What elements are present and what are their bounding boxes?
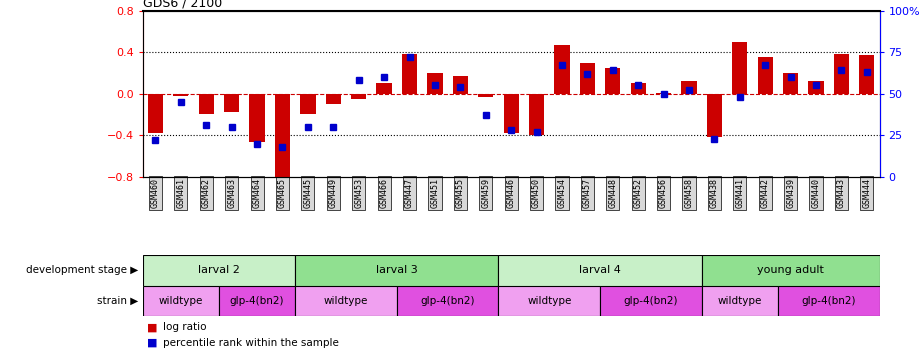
Bar xyxy=(326,94,341,104)
Bar xyxy=(529,94,544,135)
Bar xyxy=(143,286,219,316)
Bar xyxy=(296,255,498,286)
Text: strain ▶: strain ▶ xyxy=(97,296,138,306)
Text: glp-4(bn2): glp-4(bn2) xyxy=(624,296,678,306)
Bar xyxy=(402,54,417,94)
Text: wildtype: wildtype xyxy=(527,296,571,306)
Text: ■: ■ xyxy=(147,322,157,332)
Text: larval 4: larval 4 xyxy=(579,265,621,276)
Bar xyxy=(250,94,264,142)
Text: GDS6 / 2100: GDS6 / 2100 xyxy=(143,0,222,10)
Bar xyxy=(173,94,189,96)
Text: larval 3: larval 3 xyxy=(376,265,418,276)
Text: ■: ■ xyxy=(147,338,157,348)
Text: glp-4(bn2): glp-4(bn2) xyxy=(801,296,856,306)
Text: percentile rank within the sample: percentile rank within the sample xyxy=(163,338,339,348)
Bar xyxy=(600,286,702,316)
Bar xyxy=(199,94,214,115)
Bar xyxy=(631,83,646,94)
Text: development stage ▶: development stage ▶ xyxy=(26,265,138,276)
Bar xyxy=(732,42,748,94)
Text: wildtype: wildtype xyxy=(158,296,203,306)
Bar xyxy=(859,55,874,94)
Bar xyxy=(579,62,595,94)
Bar xyxy=(783,73,799,94)
Bar xyxy=(427,73,443,94)
Bar xyxy=(702,255,880,286)
Bar xyxy=(453,76,468,94)
Text: larval 2: larval 2 xyxy=(198,265,239,276)
Bar xyxy=(143,255,296,286)
Bar xyxy=(605,68,621,94)
Bar xyxy=(148,94,163,133)
Bar xyxy=(554,45,569,94)
Bar xyxy=(397,286,498,316)
Bar xyxy=(758,57,773,94)
Text: glp-4(bn2): glp-4(bn2) xyxy=(420,296,475,306)
Bar xyxy=(224,94,239,112)
Bar xyxy=(219,286,296,316)
Bar xyxy=(702,286,778,316)
Bar xyxy=(656,93,671,94)
Bar xyxy=(809,81,823,94)
Bar xyxy=(778,286,880,316)
Bar xyxy=(274,94,290,179)
Bar xyxy=(682,81,696,94)
Text: wildtype: wildtype xyxy=(717,296,762,306)
Bar xyxy=(377,83,391,94)
Bar xyxy=(478,94,494,97)
Bar xyxy=(498,286,600,316)
Text: log ratio: log ratio xyxy=(163,322,206,332)
Text: wildtype: wildtype xyxy=(324,296,368,306)
Bar xyxy=(498,255,702,286)
Bar xyxy=(706,94,722,137)
Text: glp-4(bn2): glp-4(bn2) xyxy=(230,296,285,306)
Bar xyxy=(296,286,397,316)
Text: young adult: young adult xyxy=(757,265,824,276)
Bar xyxy=(834,54,849,94)
Bar xyxy=(351,94,367,99)
Bar xyxy=(300,94,316,115)
Bar xyxy=(504,94,519,133)
